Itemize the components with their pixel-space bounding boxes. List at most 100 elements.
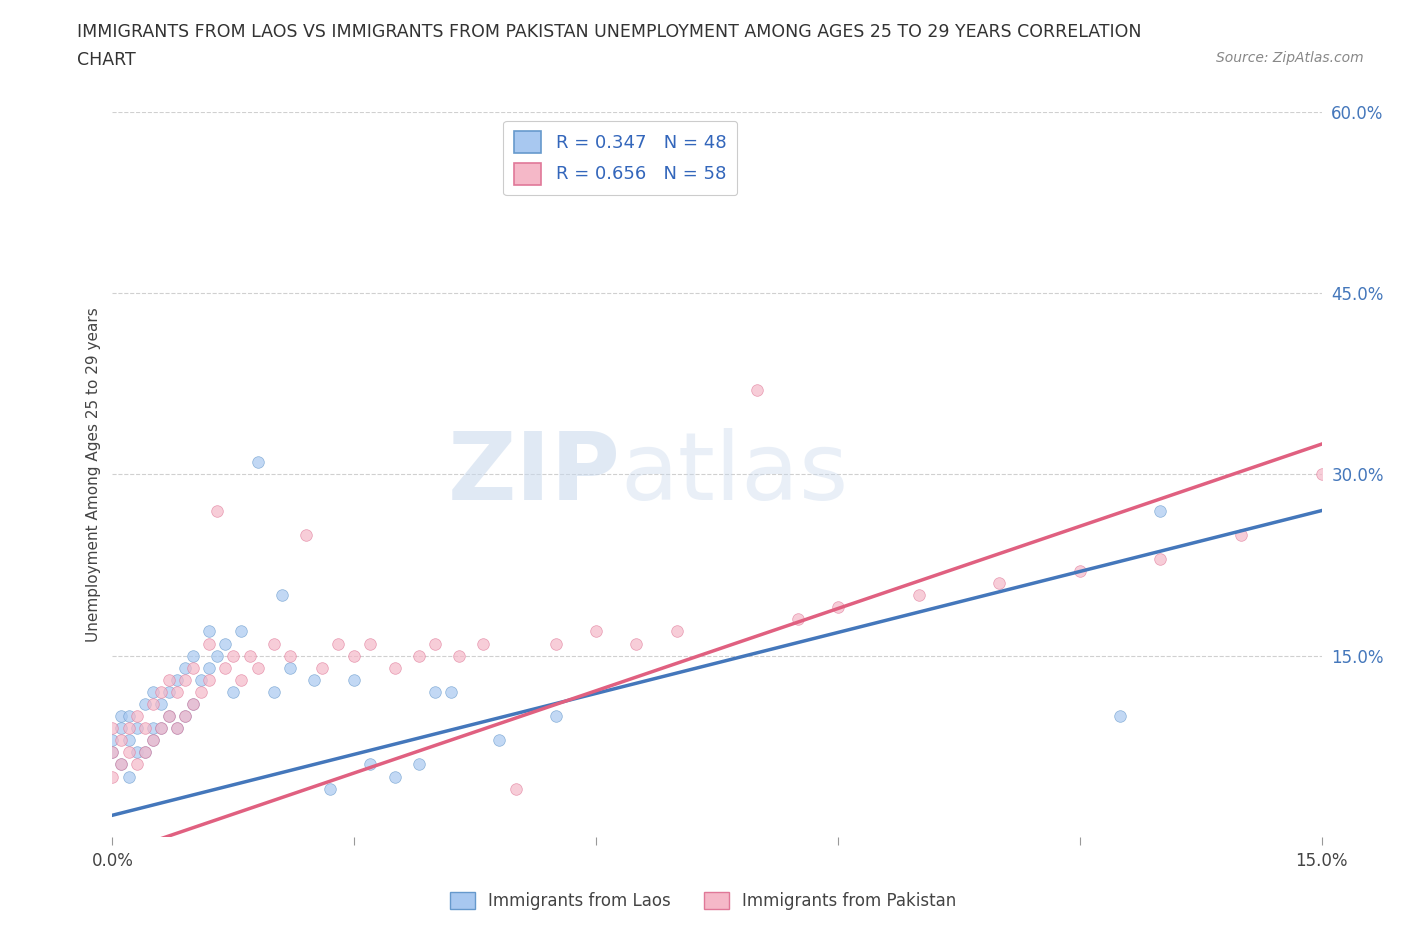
- Point: [472, 636, 495, 651]
- Point: [328, 636, 350, 651]
- Point: [1149, 503, 1171, 518]
- Point: [278, 648, 301, 663]
- Y-axis label: Unemployment Among Ages 25 to 29 years: Unemployment Among Ages 25 to 29 years: [86, 307, 101, 642]
- Point: [505, 781, 527, 796]
- Point: [110, 757, 132, 772]
- Point: [101, 745, 124, 760]
- Point: [110, 733, 132, 748]
- Point: [222, 648, 245, 663]
- Point: [142, 733, 165, 748]
- Point: [134, 745, 156, 760]
- Point: [198, 660, 221, 675]
- Point: [1149, 551, 1171, 566]
- Point: [198, 636, 221, 651]
- Point: [231, 624, 253, 639]
- Point: [827, 600, 849, 615]
- Legend: R = 0.347   N = 48, R = 0.656   N = 58: R = 0.347 N = 48, R = 0.656 N = 58: [503, 121, 737, 195]
- Point: [142, 684, 165, 699]
- Legend: Immigrants from Laos, Immigrants from Pakistan: Immigrants from Laos, Immigrants from Pa…: [443, 885, 963, 917]
- Point: [1310, 467, 1333, 482]
- Point: [198, 672, 221, 687]
- Point: [110, 709, 132, 724]
- Point: [134, 721, 156, 736]
- Point: [174, 672, 197, 687]
- Point: [488, 733, 510, 748]
- Point: [214, 660, 236, 675]
- Point: [142, 721, 165, 736]
- Point: [295, 527, 318, 542]
- Point: [544, 636, 567, 651]
- Point: [665, 624, 688, 639]
- Point: [149, 721, 172, 736]
- Point: [343, 648, 366, 663]
- Point: [125, 745, 148, 760]
- Point: [384, 660, 406, 675]
- Point: [174, 660, 197, 675]
- Point: [311, 660, 333, 675]
- Point: [440, 684, 463, 699]
- Point: [166, 721, 188, 736]
- Point: [231, 672, 253, 687]
- Point: [747, 382, 769, 397]
- Point: [1109, 709, 1132, 724]
- Point: [117, 733, 139, 748]
- Point: [117, 745, 139, 760]
- Point: [110, 721, 132, 736]
- Point: [278, 660, 301, 675]
- Point: [157, 684, 180, 699]
- Point: [149, 697, 172, 711]
- Point: [181, 697, 204, 711]
- Point: [125, 721, 148, 736]
- Point: [125, 709, 148, 724]
- Point: [110, 757, 132, 772]
- Point: [408, 757, 430, 772]
- Point: [157, 709, 180, 724]
- Point: [166, 684, 188, 699]
- Point: [423, 636, 446, 651]
- Point: [134, 745, 156, 760]
- Point: [263, 684, 285, 699]
- Point: [142, 733, 165, 748]
- Point: [319, 781, 342, 796]
- Point: [449, 648, 471, 663]
- Point: [585, 624, 607, 639]
- Point: [117, 721, 139, 736]
- Point: [343, 672, 366, 687]
- Text: Source: ZipAtlas.com: Source: ZipAtlas.com: [1216, 51, 1364, 65]
- Point: [408, 648, 430, 663]
- Point: [166, 721, 188, 736]
- Text: IMMIGRANTS FROM LAOS VS IMMIGRANTS FROM PAKISTAN UNEMPLOYMENT AMONG AGES 25 TO 2: IMMIGRANTS FROM LAOS VS IMMIGRANTS FROM …: [77, 23, 1142, 41]
- Point: [423, 684, 446, 699]
- Point: [246, 455, 269, 470]
- Point: [263, 636, 285, 651]
- Point: [181, 648, 204, 663]
- Point: [907, 588, 929, 603]
- Point: [1230, 527, 1253, 542]
- Point: [1069, 564, 1091, 578]
- Point: [270, 588, 292, 603]
- Point: [149, 721, 172, 736]
- Point: [246, 660, 269, 675]
- Point: [207, 503, 229, 518]
- Text: ZIP: ZIP: [447, 429, 620, 520]
- Point: [190, 684, 212, 699]
- Point: [117, 709, 139, 724]
- Point: [190, 672, 212, 687]
- Point: [359, 636, 381, 651]
- Point: [149, 684, 172, 699]
- Point: [181, 660, 204, 675]
- Point: [181, 697, 204, 711]
- Point: [626, 636, 648, 651]
- Point: [786, 612, 808, 627]
- Text: CHART: CHART: [77, 51, 136, 69]
- Point: [544, 709, 567, 724]
- Point: [238, 648, 260, 663]
- Point: [166, 672, 188, 687]
- Point: [157, 709, 180, 724]
- Point: [101, 769, 124, 784]
- Point: [302, 672, 325, 687]
- Point: [101, 745, 124, 760]
- Point: [101, 721, 124, 736]
- Point: [222, 684, 245, 699]
- Point: [157, 672, 180, 687]
